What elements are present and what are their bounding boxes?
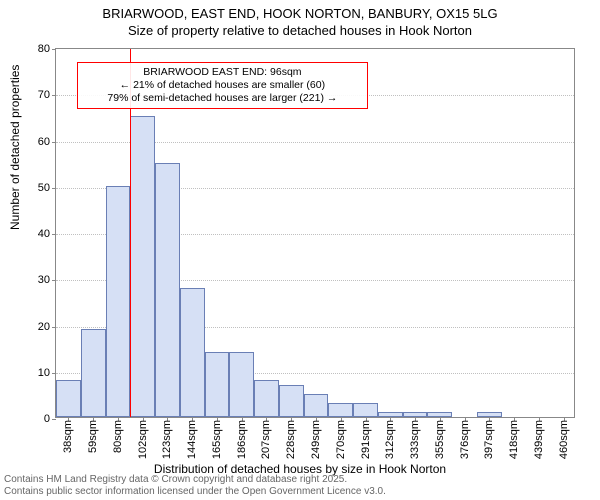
y-axis-label: Number of detached properties bbox=[8, 65, 22, 230]
ytick-label: 20 bbox=[38, 321, 56, 333]
ytick-label: 50 bbox=[38, 182, 56, 194]
xtick-label: 439sqm bbox=[533, 417, 545, 459]
xtick-label: 165sqm bbox=[211, 417, 223, 459]
xtick-label: 38sqm bbox=[62, 417, 74, 453]
xtick-label: 249sqm bbox=[310, 417, 322, 459]
xtick-label: 418sqm bbox=[508, 417, 520, 459]
footer-line-1: Contains HM Land Registry data © Crown c… bbox=[4, 474, 386, 486]
xtick-label: 397sqm bbox=[483, 417, 495, 459]
chart-container: BRIARWOOD, EAST END, HOOK NORTON, BANBUR… bbox=[0, 0, 600, 500]
xtick-label: 333sqm bbox=[409, 417, 421, 459]
footer-line-2: Contains public sector information licen… bbox=[4, 486, 386, 498]
bar bbox=[304, 394, 329, 417]
xtick-label: 123sqm bbox=[161, 417, 173, 459]
bar bbox=[130, 116, 155, 417]
xtick-label: 102sqm bbox=[137, 417, 149, 459]
footer: Contains HM Land Registry data © Crown c… bbox=[4, 474, 386, 498]
ytick-label: 40 bbox=[38, 228, 56, 240]
xtick-label: 460sqm bbox=[558, 417, 570, 459]
chart-title: BRIARWOOD, EAST END, HOOK NORTON, BANBUR… bbox=[0, 0, 600, 38]
bar bbox=[279, 385, 304, 417]
bar bbox=[353, 403, 378, 417]
annotation-line-3: 79% of semi-detached houses are larger (… bbox=[84, 92, 361, 105]
annotation-box: BRIARWOOD EAST END: 96sqm ← 21% of detac… bbox=[77, 62, 368, 109]
xtick-label: 312sqm bbox=[384, 417, 396, 459]
xtick-label: 80sqm bbox=[112, 417, 124, 453]
bar bbox=[328, 403, 353, 417]
ytick-label: 70 bbox=[38, 89, 56, 101]
bar bbox=[254, 380, 279, 417]
plot-area: 0102030405060708038sqm59sqm80sqm102sqm12… bbox=[55, 48, 575, 418]
xtick-label: 207sqm bbox=[260, 417, 272, 459]
annotation-line-2: ← 21% of detached houses are smaller (60… bbox=[84, 79, 361, 92]
bar bbox=[205, 352, 230, 417]
bar bbox=[81, 329, 106, 417]
bar bbox=[106, 186, 131, 417]
title-line-2: Size of property relative to detached ho… bbox=[0, 23, 600, 38]
xtick-label: 144sqm bbox=[186, 417, 198, 459]
ytick-label: 80 bbox=[38, 43, 56, 55]
xtick-label: 376sqm bbox=[459, 417, 471, 459]
ytick-label: 0 bbox=[44, 413, 56, 425]
title-line-1: BRIARWOOD, EAST END, HOOK NORTON, BANBUR… bbox=[0, 6, 600, 21]
xtick-label: 291sqm bbox=[360, 417, 372, 459]
bar bbox=[56, 380, 81, 417]
xtick-label: 270sqm bbox=[335, 417, 347, 459]
annotation-line-1: BRIARWOOD EAST END: 96sqm bbox=[84, 66, 361, 79]
xtick-label: 59sqm bbox=[87, 417, 99, 453]
ytick-label: 10 bbox=[38, 367, 56, 379]
ytick-label: 60 bbox=[38, 136, 56, 148]
ytick-label: 30 bbox=[38, 274, 56, 286]
xtick-label: 228sqm bbox=[285, 417, 297, 459]
bar bbox=[229, 352, 254, 417]
bar bbox=[155, 163, 180, 417]
xtick-label: 355sqm bbox=[434, 417, 446, 459]
xtick-label: 186sqm bbox=[236, 417, 248, 459]
bar bbox=[180, 288, 205, 418]
